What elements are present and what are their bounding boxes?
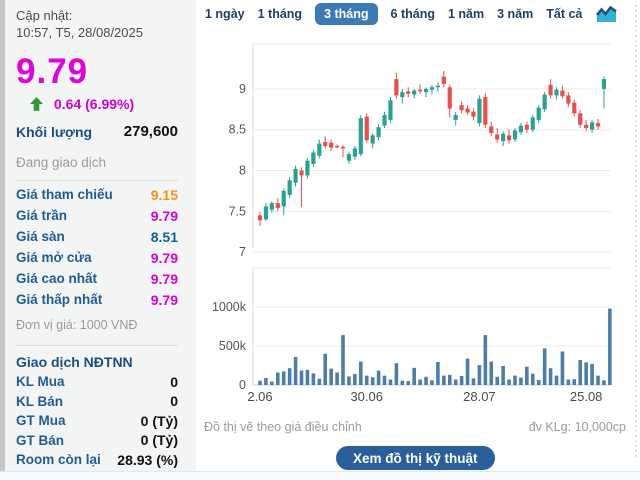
price-row-label: Giá tham chiếu [16, 187, 113, 202]
table-row: Giá tham chiếu 9.15 [16, 184, 178, 205]
foreign-transactions-title: Giao dịch NĐTNN [16, 353, 133, 370]
foreign-row-label: GT Mua [16, 413, 66, 429]
price-row-label: Giá mở cửa [16, 250, 92, 265]
price-row-value: 9.79 [150, 270, 178, 287]
last-updated: Cập nhật: 10:57, T5, 28/08/2025 [16, 4, 178, 41]
foreign-row-value: 0 [170, 373, 178, 390]
volume-chart-area[interactable] [253, 268, 610, 385]
price-table: Giá tham chiếu 9.15 Giá trần 9.79 Giá sàn 8.5… [16, 184, 178, 310]
volume-value: 279,600 [123, 123, 178, 140]
area-chart-icon[interactable] [596, 5, 618, 23]
foreign-row-label: Room còn lại [16, 452, 101, 468]
table-row: Giá mở cửa 9.79 [16, 247, 178, 268]
price-change: 0.64 (6.99%) [16, 96, 178, 112]
volume-row: Khối lượng 279,600 [16, 123, 178, 140]
price-row-value: 9.79 [150, 291, 178, 308]
updated-label: Cập nhật: [16, 8, 73, 23]
foreign-row-value: 0 [170, 393, 178, 410]
foreign-row-value: 0 (Tỷ) [140, 432, 178, 449]
price-row-value: 9.79 [150, 249, 178, 266]
time-axis: 2.06 30.06 28.07 25.08 [247, 389, 602, 404]
table-row: Giá trần 9.79 [16, 205, 178, 226]
tab-tất-cả[interactable]: Tất cả [546, 7, 583, 21]
table-row: KL Bán 0 [16, 392, 178, 412]
tab-6-tháng[interactable]: 6 tháng [390, 7, 435, 21]
time-axis-tick: 30.06 [350, 389, 383, 404]
volume-axis-tick: 1000k [212, 300, 247, 314]
price-row-value: 8.51 [150, 228, 178, 245]
volume-axis-tick: 500k [219, 339, 247, 353]
price-axis-tick: 7 [239, 245, 246, 259]
tab-3-tháng[interactable]: 3 tháng [315, 3, 378, 25]
price-row-value: 9.15 [150, 186, 178, 203]
foreign-row-value: 0 (Tỷ) [140, 412, 178, 429]
left-edge [0, 0, 5, 472]
table-row: KL Mua 0 [16, 372, 178, 392]
candlestick-series [257, 70, 607, 226]
timeframe-tabs: 1 ngày 1 tháng 3 tháng 6 tháng 1 năm 3 năm Tất… [196, 0, 618, 28]
time-axis-tick: 25.08 [570, 389, 603, 404]
price-row-value: 9.79 [150, 207, 178, 224]
price-row-label: Giá sàn [16, 229, 65, 244]
foreign-row-label: KL Bán [16, 393, 64, 409]
price-axis-tick: 8.5 [229, 123, 246, 137]
table-row: Room còn lại 28.93 (%) [16, 450, 178, 470]
price-axis-tick: 8 [239, 163, 246, 177]
table-row: GT Bán 0 (Tỷ) [16, 431, 178, 451]
tab-3-năm[interactable]: 3 năm [497, 7, 534, 21]
price-axis-tick: 7.5 [229, 204, 246, 218]
tab-1-tháng[interactable]: 1 tháng [257, 7, 303, 21]
table-row: GT Mua 0 (Tỷ) [16, 411, 178, 431]
updated-value: 10:57, T5, 28/08/2025 [16, 25, 143, 40]
table-row: Giá thấp nhất 9.79 [16, 289, 178, 310]
adjusted-price-note: Đồ thị vẽ theo giá điều chỉnh [204, 420, 362, 434]
foreign-transactions-table: KL Mua 0 KL Bán 0 GT Mua 0 (Tỷ) GT Bán 0 (Tỷ) Ro… [16, 372, 178, 470]
price-row-label: Giá thấp nhất [16, 292, 103, 307]
tab-1-năm[interactable]: 1 năm [447, 7, 485, 21]
volume-axis-tick: 0 [239, 378, 246, 392]
volume-series [258, 308, 612, 385]
session-status: Đang giao dịch [16, 155, 107, 170]
foreign-row-label: KL Mua [16, 374, 65, 390]
divider [16, 345, 178, 346]
divider [16, 180, 178, 181]
tab-1-ngày[interactable]: 1 ngày [205, 7, 245, 21]
time-axis-tick: 28.07 [463, 389, 496, 404]
time-axis-tick: 2.06 [247, 389, 272, 404]
volume-label: Khối lượng [16, 123, 93, 140]
candlestick-chart-area[interactable] [253, 44, 610, 248]
table-row: Giá sàn 8.51 [16, 226, 178, 247]
price-row-label: Giá cao nhất [16, 271, 98, 286]
price-axis-tick: 9 [239, 82, 246, 96]
up-arrow-icon [30, 96, 43, 111]
bottom-strip [0, 471, 640, 480]
price-unit-note: Đơn vị giá: 1000 VNĐ [16, 318, 138, 332]
table-row: Giá cao nhất 9.79 [16, 268, 178, 289]
current-price: 9.79 [16, 52, 89, 91]
foreign-row-value: 28.93 (%) [117, 451, 178, 468]
view-technical-chart-button[interactable]: Xem đồ thị kỹ thuật [336, 446, 495, 470]
change-value: 0.64 (6.99%) [54, 96, 135, 112]
foreign-row-label: GT Bán [16, 432, 65, 448]
price-row-label: Giá trần [16, 208, 68, 223]
quote-sidebar: Cập nhật: 10:57, T5, 28/08/2025 9.79 0.6… [5, 0, 196, 472]
volume-unit-note: đv KLg: 10,000cp [528, 420, 626, 434]
